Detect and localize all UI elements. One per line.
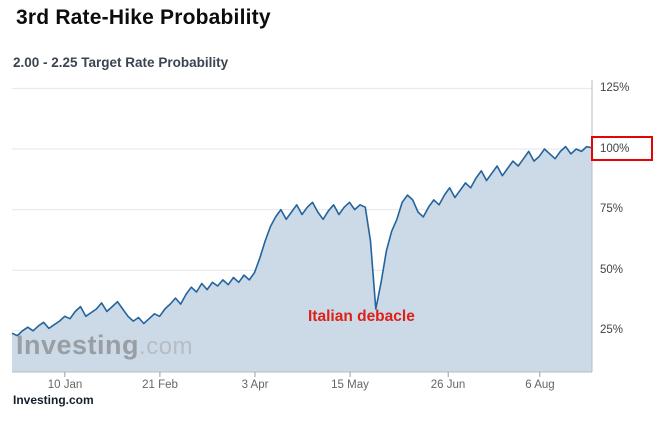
- y-tick-label-100: 100%: [600, 143, 630, 155]
- x-tick-label-3-apr: 3 Apr: [241, 379, 269, 391]
- chart-subtitle: 2.00 - 2.25 Target Rate Probability: [13, 55, 229, 70]
- y-tick-label-25: 25%: [600, 324, 624, 336]
- highlight-box-100-percent: [591, 136, 653, 161]
- investing-watermark: Investing.com: [16, 330, 193, 361]
- y-tick-label-125: 125%: [600, 82, 630, 94]
- y-tick-label-75: 75%: [600, 203, 624, 215]
- x-tick-label-21-feb: 21 Feb: [142, 379, 178, 391]
- x-tick-label-6-aug: 6 Aug: [525, 379, 555, 391]
- annotation-italian-debacle: Italian debacle: [308, 308, 415, 325]
- watermark-suffix: .com: [139, 333, 194, 360]
- page-title: 3rd Rate-Hike Probability: [16, 6, 271, 29]
- y-tick-label-50: 50%: [600, 264, 624, 276]
- watermark-main: Investing: [16, 330, 140, 360]
- source-credit: Investing.com: [13, 393, 94, 407]
- x-tick-label-15-may: 15 May: [331, 379, 369, 391]
- x-tick-label-26-jun: 26 Jun: [430, 379, 466, 391]
- x-tick-label-10-jan: 10 Jan: [47, 379, 83, 391]
